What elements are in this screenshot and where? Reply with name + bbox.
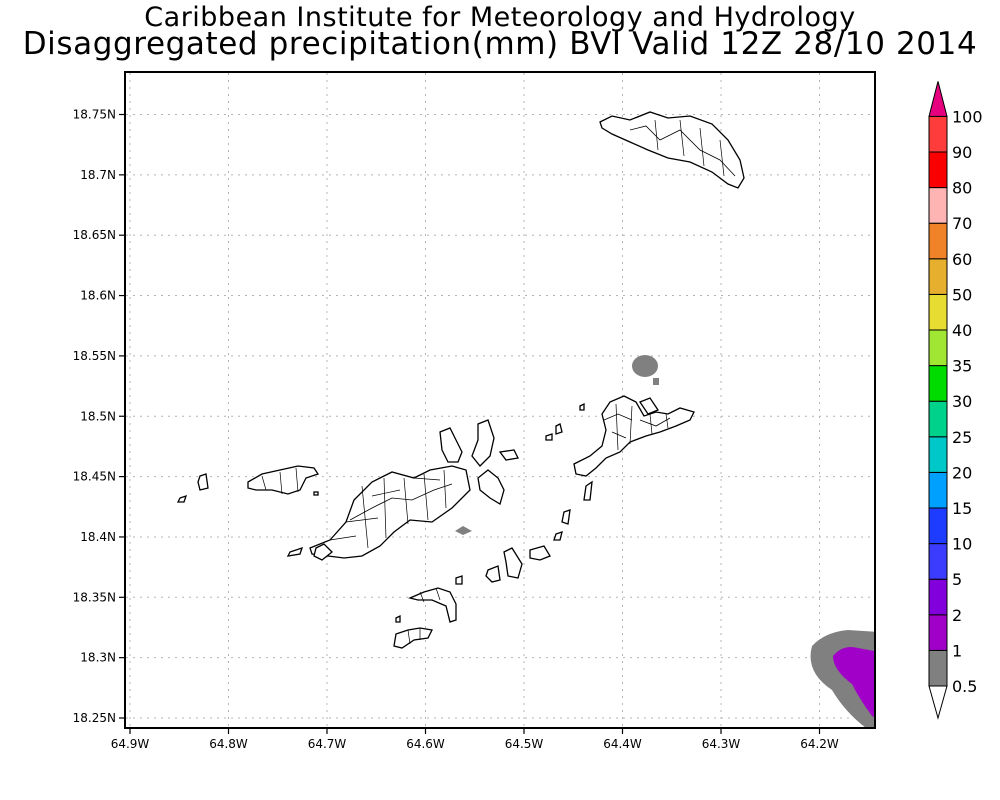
colorbar-swatch-100	[928, 115, 948, 153]
colorbar-label: 25	[952, 428, 972, 447]
island-peter-norman	[393, 575, 463, 649]
colorbar-label: 2	[952, 606, 962, 625]
y-tick-label: 18.3N	[80, 651, 116, 665]
y-tick-label: 18.55N	[73, 349, 116, 363]
island-virgin-gorda-sound-cays	[545, 402, 585, 441]
colorbar-swatch-1	[928, 649, 948, 687]
colorbar-label: 35	[952, 357, 972, 376]
precip-area-southeast-inner	[833, 647, 875, 718]
colorbar-label: 70	[952, 214, 972, 233]
precip-blob-north-tail	[653, 378, 659, 385]
plot-frame	[124, 71, 876, 729]
precip-blob-central	[455, 526, 472, 535]
x-tick-label: 64.4W	[603, 737, 642, 751]
colorbar-swatch-60	[928, 258, 948, 295]
x-tick-label: 64.5W	[505, 737, 544, 751]
precipitation-layer	[455, 355, 875, 728]
colorbar-swatch-5	[928, 578, 948, 616]
y-tick-label: 18.25N	[73, 711, 116, 725]
y-tick-label: 18.45N	[73, 470, 116, 484]
title-line-2: Disaggregated precipitation(mm) BVI Vali…	[22, 26, 978, 62]
x-tick-label: 64.7W	[308, 737, 347, 751]
title-line-1: Caribbean Institute for Meteorology and …	[144, 2, 856, 33]
colorbar-label: 100	[952, 107, 983, 126]
island-little-thatch	[176, 473, 209, 503]
y-tick-label: 18.65N	[73, 228, 116, 242]
colorbar-swatch-50	[928, 293, 948, 331]
island-anegada	[599, 111, 745, 189]
colorbar-swatch-2	[928, 614, 948, 651]
colorbar-swatch-10	[928, 543, 948, 580]
x-tick-label: 64.2W	[800, 737, 839, 751]
island-cooper-ginger	[553, 480, 593, 541]
colorbar-swatch-35	[928, 365, 948, 402]
x-tick-label: 64.3W	[702, 737, 741, 751]
colorbar-swatch-70	[928, 222, 948, 260]
island-jost-van-dyke	[247, 465, 320, 496]
x-axis: 64.9W 64.8W 64.7W 64.6W 64.5W 64.4W 64.3W 64.2W	[111, 728, 839, 751]
colorbar-label: 90	[952, 143, 972, 162]
colorbar-swatch-20	[928, 471, 948, 509]
colorbar-label: 60	[952, 250, 972, 269]
graticule-grid	[126, 73, 874, 727]
island-salt-cooper	[485, 545, 551, 583]
colorbar-label: 1	[952, 641, 962, 660]
colorbar-label: 0.5	[952, 677, 977, 696]
colorbar-arrow-top	[928, 81, 948, 117]
y-tick-label: 18.4N	[80, 530, 116, 544]
islands-layer	[176, 111, 745, 649]
island-guana-camanoe	[439, 419, 519, 505]
island-beef	[286, 543, 333, 561]
precip-blob-north	[632, 355, 658, 377]
colorbar-label: 10	[952, 535, 972, 554]
colorbar-swatch-80	[928, 187, 948, 224]
colorbar-swatch-15	[928, 507, 948, 545]
colorbar-label: 80	[952, 179, 972, 198]
y-tick-label: 18.6N	[80, 289, 116, 303]
y-tick-label: 18.75N	[73, 108, 116, 122]
colorbar-label: 15	[952, 499, 972, 518]
x-tick-label: 64.9W	[111, 737, 150, 751]
colorbar-arrow-bottom	[928, 685, 948, 720]
x-tick-label: 64.6W	[406, 737, 445, 751]
colorbar-label: 5	[952, 570, 962, 589]
island-virgin-gorda	[573, 395, 695, 477]
island-tortola	[309, 465, 471, 559]
y-tick-label: 18.7N	[80, 168, 116, 182]
y-tick-label: 18.35N	[73, 590, 116, 604]
colorbar-swatch-90	[928, 151, 948, 189]
colorbar-swatch-40	[928, 329, 948, 367]
colorbar-label: 50	[952, 285, 972, 304]
y-axis: 18.25N 18.3N 18.35N 18.4N 18.45N 18.5N 18.55N 1…	[73, 108, 125, 725]
x-tick-label: 64.8W	[209, 737, 248, 751]
colorbar-label: 40	[952, 321, 972, 340]
colorbar-label: 30	[952, 392, 972, 411]
colorbar-swatch-30	[928, 400, 948, 438]
colorbar-label: 20	[952, 463, 972, 482]
y-tick-label: 18.5N	[80, 409, 116, 423]
colorbar-swatch-25	[928, 436, 948, 473]
